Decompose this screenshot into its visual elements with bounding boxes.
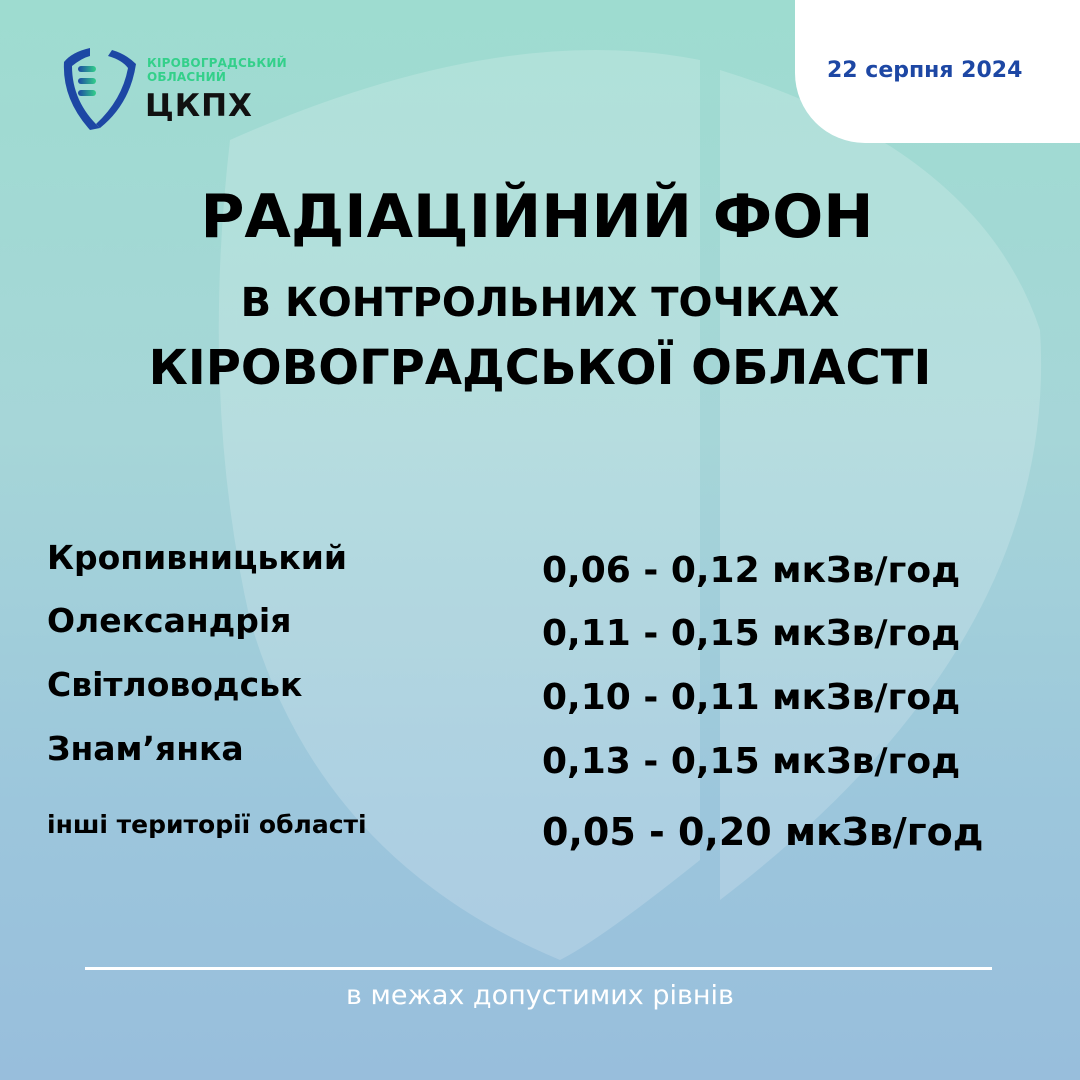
date-text: 22 серпня 2024 [827,58,1023,83]
title-line1: РАДІАЦІЙНИЙ ФОН [200,182,874,252]
logo-text: КІРОВОГРАДСЬКИЙ ОБЛАСНИЙ [147,56,287,84]
date-badge: 22 серпня 2024 [795,0,1080,143]
place-name: інші території області [47,810,367,839]
reading-value: 0,10 - 0,11 мкЗв/год [542,677,961,718]
reading-value: 0,06 - 0,12 мкЗв/год [542,550,961,591]
logo-shield-icon [63,48,136,130]
reading-value: 0,05 - 0,20 мкЗв/год [542,810,984,854]
place-name: Світловодськ [47,665,303,704]
logo-line1: КІРОВОГРАДСЬКИЙ [147,56,287,70]
reading-value: 0,13 - 0,15 мкЗв/год [542,741,961,782]
reading-value: 0,11 - 0,15 мкЗв/год [542,613,961,654]
place-name: Кропивницький [47,538,347,577]
place-name: Знам’янка [47,729,244,768]
title-line2: В КОНТРОЛЬНИХ ТОЧКАХ [240,280,840,326]
divider [85,967,992,970]
title-line3: КІРОВОГРАДСЬКОЇ ОБЛАСТІ [148,340,932,396]
logo-line2: ОБЛАСНИЙ [147,70,227,84]
footer-text: в межах допустимих рівнів [346,980,734,1011]
place-name: Олександрія [47,601,292,640]
logo-name: ЦКПХ [145,88,253,124]
